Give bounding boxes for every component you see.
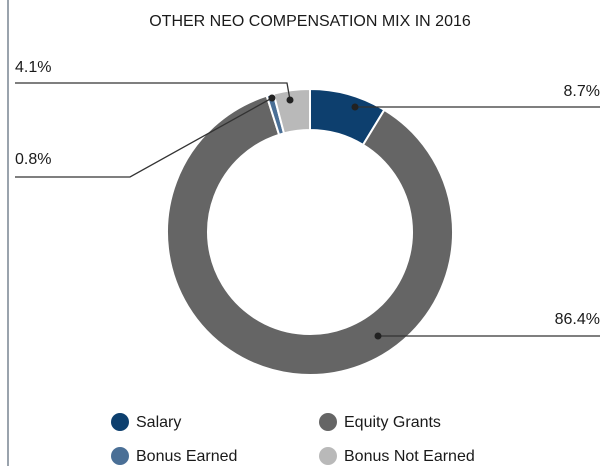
legend-label: Bonus Not Earned bbox=[344, 448, 475, 465]
legend-label: Salary bbox=[136, 414, 181, 431]
leader-dot bbox=[374, 332, 382, 340]
leader-line bbox=[15, 82, 291, 101]
chart-title: OTHER NEO COMPENSATION MIX IN 2016 bbox=[149, 13, 471, 30]
legend-label: Equity Grants bbox=[344, 414, 441, 431]
leader-dot bbox=[268, 94, 276, 102]
data-label: 8.7% bbox=[564, 83, 600, 100]
leader-dot bbox=[286, 96, 294, 104]
data-label: 0.8% bbox=[15, 151, 51, 168]
leader-dot bbox=[351, 103, 359, 111]
legend-marker bbox=[319, 413, 337, 431]
legend-marker bbox=[319, 447, 337, 465]
legend-marker bbox=[111, 447, 129, 465]
data-label: 4.1% bbox=[15, 59, 51, 76]
leader-line bbox=[15, 97, 273, 178]
slice bbox=[272, 87, 311, 135]
legend-marker bbox=[111, 413, 129, 431]
legend-label: Bonus Earned bbox=[136, 448, 237, 465]
slice bbox=[166, 94, 454, 376]
data-label: 86.4% bbox=[555, 311, 600, 328]
